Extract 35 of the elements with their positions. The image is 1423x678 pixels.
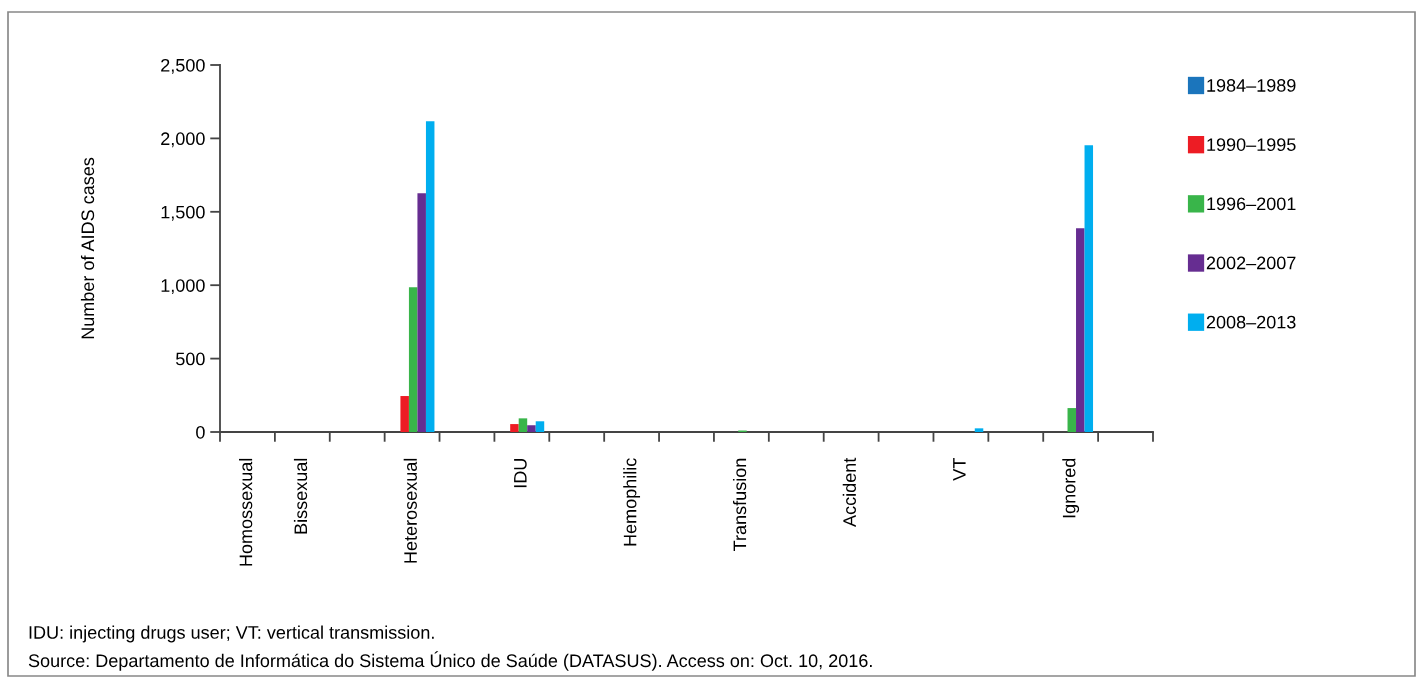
bar (408, 287, 418, 432)
x-tick-label: Homossexual (239, 458, 253, 566)
y-tick-label: 500 (176, 352, 205, 366)
x-tick-label: Accident (842, 457, 856, 527)
bar (510, 424, 519, 432)
x-tick-label: Transfusion (732, 458, 747, 551)
legend-label: 1984–1989 (1207, 79, 1296, 92)
bar (527, 425, 536, 432)
bar (535, 421, 545, 432)
bar (417, 193, 426, 432)
y-tick-label: 2,000 (161, 132, 205, 148)
y-tick-label: 1,000 (161, 279, 205, 295)
x-tick-label: IDU (514, 459, 527, 488)
legend-label: 1990–1995 (1207, 138, 1296, 151)
source-note: Source: Departamento de Informática do Sistema Único de Saúde (DATASUS). Access on: Oct. 10, 2016. (28, 651, 872, 671)
bar (1084, 145, 1094, 432)
bar (1067, 408, 1077, 432)
y-tick-label: 0 (196, 425, 205, 439)
legend-label: 2002–2007 (1206, 256, 1296, 270)
y-axis-title: Number of AIDS cases (80, 157, 95, 339)
bar (518, 418, 528, 432)
x-tick-label: Ignored (1062, 458, 1080, 518)
y-tick-label: 2,500 (161, 58, 205, 74)
legend-label: 1996–2001 (1207, 197, 1296, 211)
legend-label: 2008–2013 (1206, 315, 1296, 329)
x-tick-label: Bissexual (293, 458, 308, 534)
bar (1076, 228, 1085, 432)
text: IDU: injecting drugs user; VT: vertical transmission. (29, 625, 434, 643)
y-tick-label: 1,500 (161, 205, 205, 221)
bar (974, 428, 984, 432)
bar (425, 121, 435, 432)
x-tick-label: VT (953, 458, 966, 481)
x-tick-label: Heterosexual (403, 458, 417, 563)
bar (400, 396, 409, 432)
x-tick-label: Hemophilic (623, 458, 641, 546)
